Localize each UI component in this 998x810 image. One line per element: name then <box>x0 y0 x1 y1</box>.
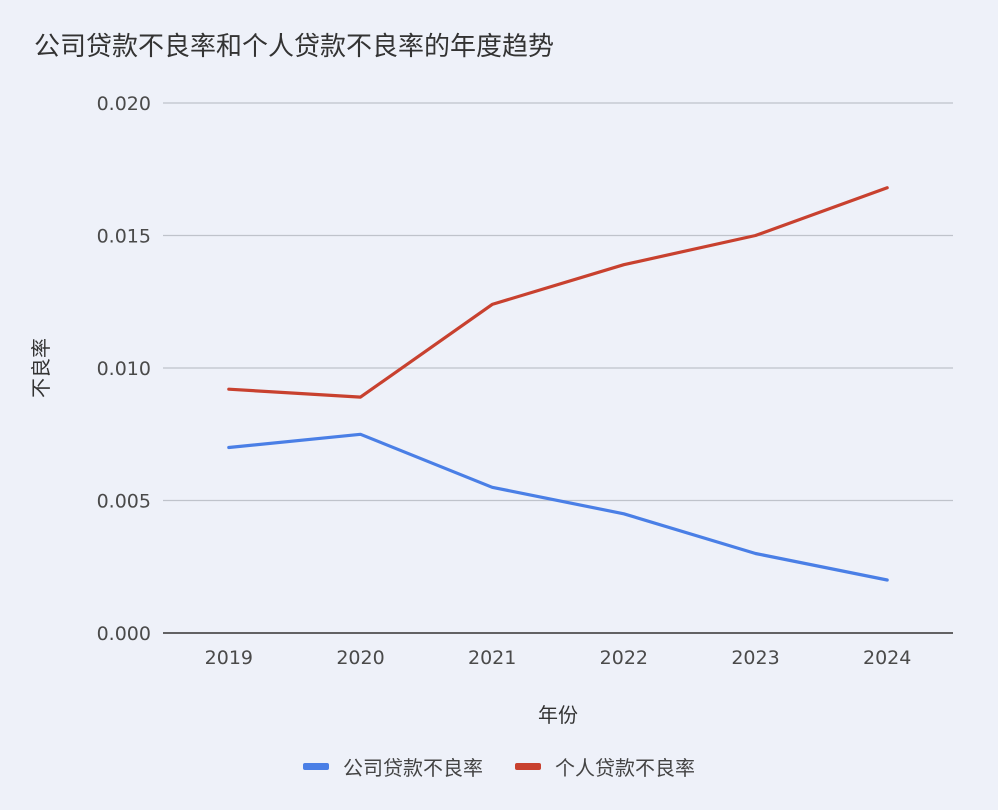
chart-title: 公司贷款不良率和个人贷款不良率的年度趋势 <box>34 32 555 62</box>
legend-label-personal: 个人贷款不良率 <box>555 756 695 780</box>
x-tick-label: 2020 <box>336 647 384 669</box>
legend-swatch-corporate <box>303 763 329 770</box>
legend-item-personal[interactable]: 个人贷款不良率 <box>515 752 695 781</box>
x-tick-label: 2024 <box>863 647 911 669</box>
x-tick-label: 2022 <box>600 647 648 669</box>
y-axis-ticks: 0.000 0.005 0.010 0.015 0.020 <box>97 93 151 645</box>
x-tick-label: 2023 <box>731 647 779 669</box>
series-line-0[interactable] <box>227 432 889 582</box>
x-axis-ticks: 2019 2020 2021 2022 2023 2024 <box>205 647 912 669</box>
y-tick-label: 0.015 <box>97 226 151 248</box>
legend: 公司贷款不良率 个人贷款不良率 <box>0 752 998 781</box>
gridlines <box>163 102 953 502</box>
y-tick-label: 0.005 <box>97 491 151 513</box>
legend-item-corporate[interactable]: 公司贷款不良率 <box>303 752 483 781</box>
series-lines <box>227 186 889 582</box>
y-tick-label: 0.010 <box>97 358 151 380</box>
x-tick-label: 2019 <box>205 647 253 669</box>
legend-swatch-personal <box>515 763 541 770</box>
x-axis-title: 年份 <box>538 703 578 727</box>
y-tick-label: 0.000 <box>97 623 151 645</box>
legend-label-corporate: 公司贷款不良率 <box>343 756 483 780</box>
series-line-1[interactable] <box>227 186 889 399</box>
x-tick-label: 2021 <box>468 647 516 669</box>
y-tick-label: 0.020 <box>97 93 151 115</box>
y-axis-title: 不良率 <box>29 338 53 398</box>
